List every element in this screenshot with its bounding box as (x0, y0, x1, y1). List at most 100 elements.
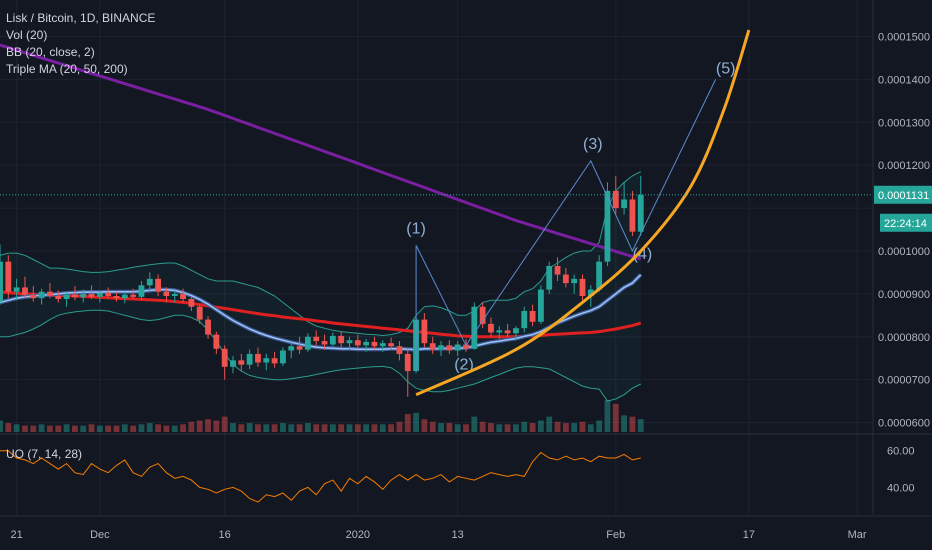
candle-body (562, 274, 569, 284)
wave-label-5: (5) (716, 60, 736, 77)
candle-body (537, 289, 544, 322)
volume-bar (612, 403, 619, 432)
time-tick-label: Mar (848, 529, 867, 541)
volume-bar (529, 423, 536, 432)
volume-bar (413, 412, 419, 432)
time-tick-label: 16 (219, 529, 231, 541)
legend-volume[interactable]: Vol (20) (6, 28, 48, 42)
candle-body (55, 296, 62, 300)
candle-body (454, 344, 461, 351)
candle-body (371, 341, 378, 347)
chart-legend: Lisk / Bitcoin, 1D, BINANCE Vol (20) BB … (6, 10, 155, 78)
elliott-wave-lines: (1) (2) (3) (4) (5) (406, 60, 735, 373)
wave-label-1: (1) (406, 220, 426, 237)
volume-bar (562, 423, 569, 432)
candle-body (329, 335, 336, 345)
volume-bar (230, 423, 236, 432)
volume-bar (105, 425, 112, 432)
candle-body (121, 294, 128, 299)
volume-bar (396, 421, 403, 432)
candle-body (288, 346, 295, 351)
volume-bar (138, 424, 145, 432)
projection-curve (415, 29, 751, 397)
ma200-line (0, 43, 642, 261)
bollinger-fill (0, 171, 641, 402)
volume-bar (354, 424, 361, 432)
volume-bar (637, 419, 644, 432)
volume-bar (321, 424, 328, 432)
legend-symbol[interactable]: Lisk / Bitcoin, 1D, BINANCE (6, 11, 156, 25)
candle-body (587, 289, 594, 297)
price-tick-label: 0.0000800 (878, 332, 930, 344)
volume-bar (188, 421, 195, 432)
volume-bar (296, 424, 303, 432)
volume-bar (513, 424, 519, 432)
volume-bar (30, 425, 37, 432)
candle-body (421, 319, 428, 344)
candle-body (230, 360, 236, 367)
volume-bar (571, 423, 578, 432)
candle-body (637, 194, 644, 232)
wave-label-3: (3) (583, 136, 603, 153)
candle-body (612, 190, 619, 209)
moving-averages (0, 43, 643, 352)
legend-triple-ma[interactable]: Triple MA (20, 50, 200) (6, 62, 128, 76)
volume-bar (121, 424, 128, 432)
volume-bar (47, 425, 53, 432)
candle-body (221, 348, 228, 367)
volume-bar (246, 423, 253, 432)
volume-bar (338, 424, 345, 432)
candle-body (313, 336, 320, 342)
volume-bar (88, 424, 95, 432)
price-tick-label: 0.0001200 (878, 160, 930, 172)
volume-bar (621, 415, 628, 432)
projection-path (415, 29, 751, 397)
candle-body (554, 265, 561, 275)
volume-bar (263, 424, 270, 432)
candle-body (379, 343, 386, 347)
candle-body (63, 294, 70, 300)
volume-bar (537, 420, 544, 432)
volume-bar (96, 425, 103, 432)
candle-body (246, 353, 253, 365)
candle-body (130, 294, 137, 297)
price-tick-label: 0.0000600 (878, 418, 930, 430)
candle-body (546, 265, 553, 290)
volume-bar (371, 424, 378, 432)
candle-body (571, 278, 578, 284)
volume-bar (221, 416, 228, 432)
legend-bollinger[interactable]: BB (20, close, 2) (6, 45, 95, 59)
volume-bar (280, 423, 286, 432)
uo-indicator (0, 450, 641, 503)
volume-bar (63, 424, 70, 432)
candle-body (96, 293, 103, 297)
countdown-text: 22:24:14 (884, 218, 927, 230)
wave-label-2: (2) (454, 356, 474, 373)
uo-tick-label: 40.00 (887, 482, 915, 494)
volume-bar (22, 425, 28, 432)
volume-bar (479, 421, 486, 432)
candle-body (138, 285, 145, 297)
wave-label-4: (4) (633, 246, 653, 263)
candle-body (30, 294, 37, 299)
candle-body (163, 291, 170, 297)
current-price-badge (874, 185, 932, 204)
volume-bar (504, 424, 511, 432)
volume-bar (404, 414, 411, 432)
price-tick-label: 0.0000700 (878, 375, 930, 387)
bollinger-bands (0, 171, 642, 402)
volume-bar (0, 420, 3, 432)
time-tick-label: Dec (90, 529, 110, 541)
candle-body (396, 346, 403, 354)
volume-bar (155, 424, 162, 432)
legend-uo[interactable]: UO (7, 14, 28) (6, 447, 83, 461)
candle-body (146, 278, 153, 286)
volume-bar (38, 424, 45, 432)
candle-body (113, 296, 120, 299)
candle-body (213, 334, 220, 349)
time-tick-label: 13 (452, 529, 464, 541)
time-tick-label: 2020 (346, 529, 370, 541)
volume-bar (421, 419, 428, 432)
candle-body (238, 360, 245, 365)
